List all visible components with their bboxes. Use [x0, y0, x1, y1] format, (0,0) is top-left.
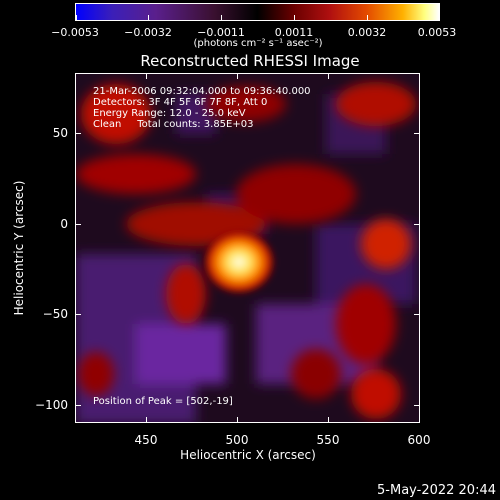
colorbar-unit: (photons cm⁻² s⁻¹ asec⁻²) [193, 38, 323, 49]
colorbar [75, 3, 440, 21]
y-tick-label: 0 [60, 217, 68, 231]
y-tick-label: −50 [42, 307, 68, 321]
positive-regions [76, 82, 416, 419]
x-axis-label: Heliocentric X (arcsec) [180, 448, 316, 462]
energy-range-text: Energy Range: 12.0 - 25.0 keV [93, 108, 246, 119]
colorbar-label: 0.0032 [347, 26, 387, 39]
colorbar-label: 0.0011 [274, 26, 314, 39]
x-tick-label: 450 [134, 433, 158, 447]
y-tick-label: −100 [35, 398, 68, 412]
y-tick-label: 50 [52, 126, 68, 140]
x-tick-label: 550 [316, 433, 340, 447]
y-axis-label: Heliocentric Y (arcsec) [12, 180, 26, 316]
heatmap-canvas [76, 74, 419, 422]
image-title: Reconstructed RHESSI Image [140, 52, 360, 70]
time-range-text: 21-Mar-2006 09:32:04.000 to 09:36:40.000 [93, 86, 311, 97]
colorbar-label: −0.0011 [197, 26, 245, 39]
rhessi-image-plot: 21-Mar-2006 09:32:04.000 to 09:36:40.000… [75, 73, 420, 423]
colorbar-label: 0.0053 [417, 26, 457, 39]
x-tick-label: 600 [407, 433, 431, 447]
datestamp: 5-May-2022 20:44 [377, 483, 496, 498]
detectors-text: Detectors: 3F 4F 5F 6F 7F 8F, Att 0 [93, 97, 268, 108]
x-tick-label: 500 [225, 433, 249, 447]
colorbar-label: −0.0053 [51, 26, 99, 39]
clean-counts-text: Clean Total counts: 3.85E+03 [93, 119, 254, 130]
peak-source [201, 228, 277, 296]
colorbar-label: −0.0032 [124, 26, 172, 39]
peak-position-text: Position of Peak = [502,-19] [93, 396, 233, 407]
